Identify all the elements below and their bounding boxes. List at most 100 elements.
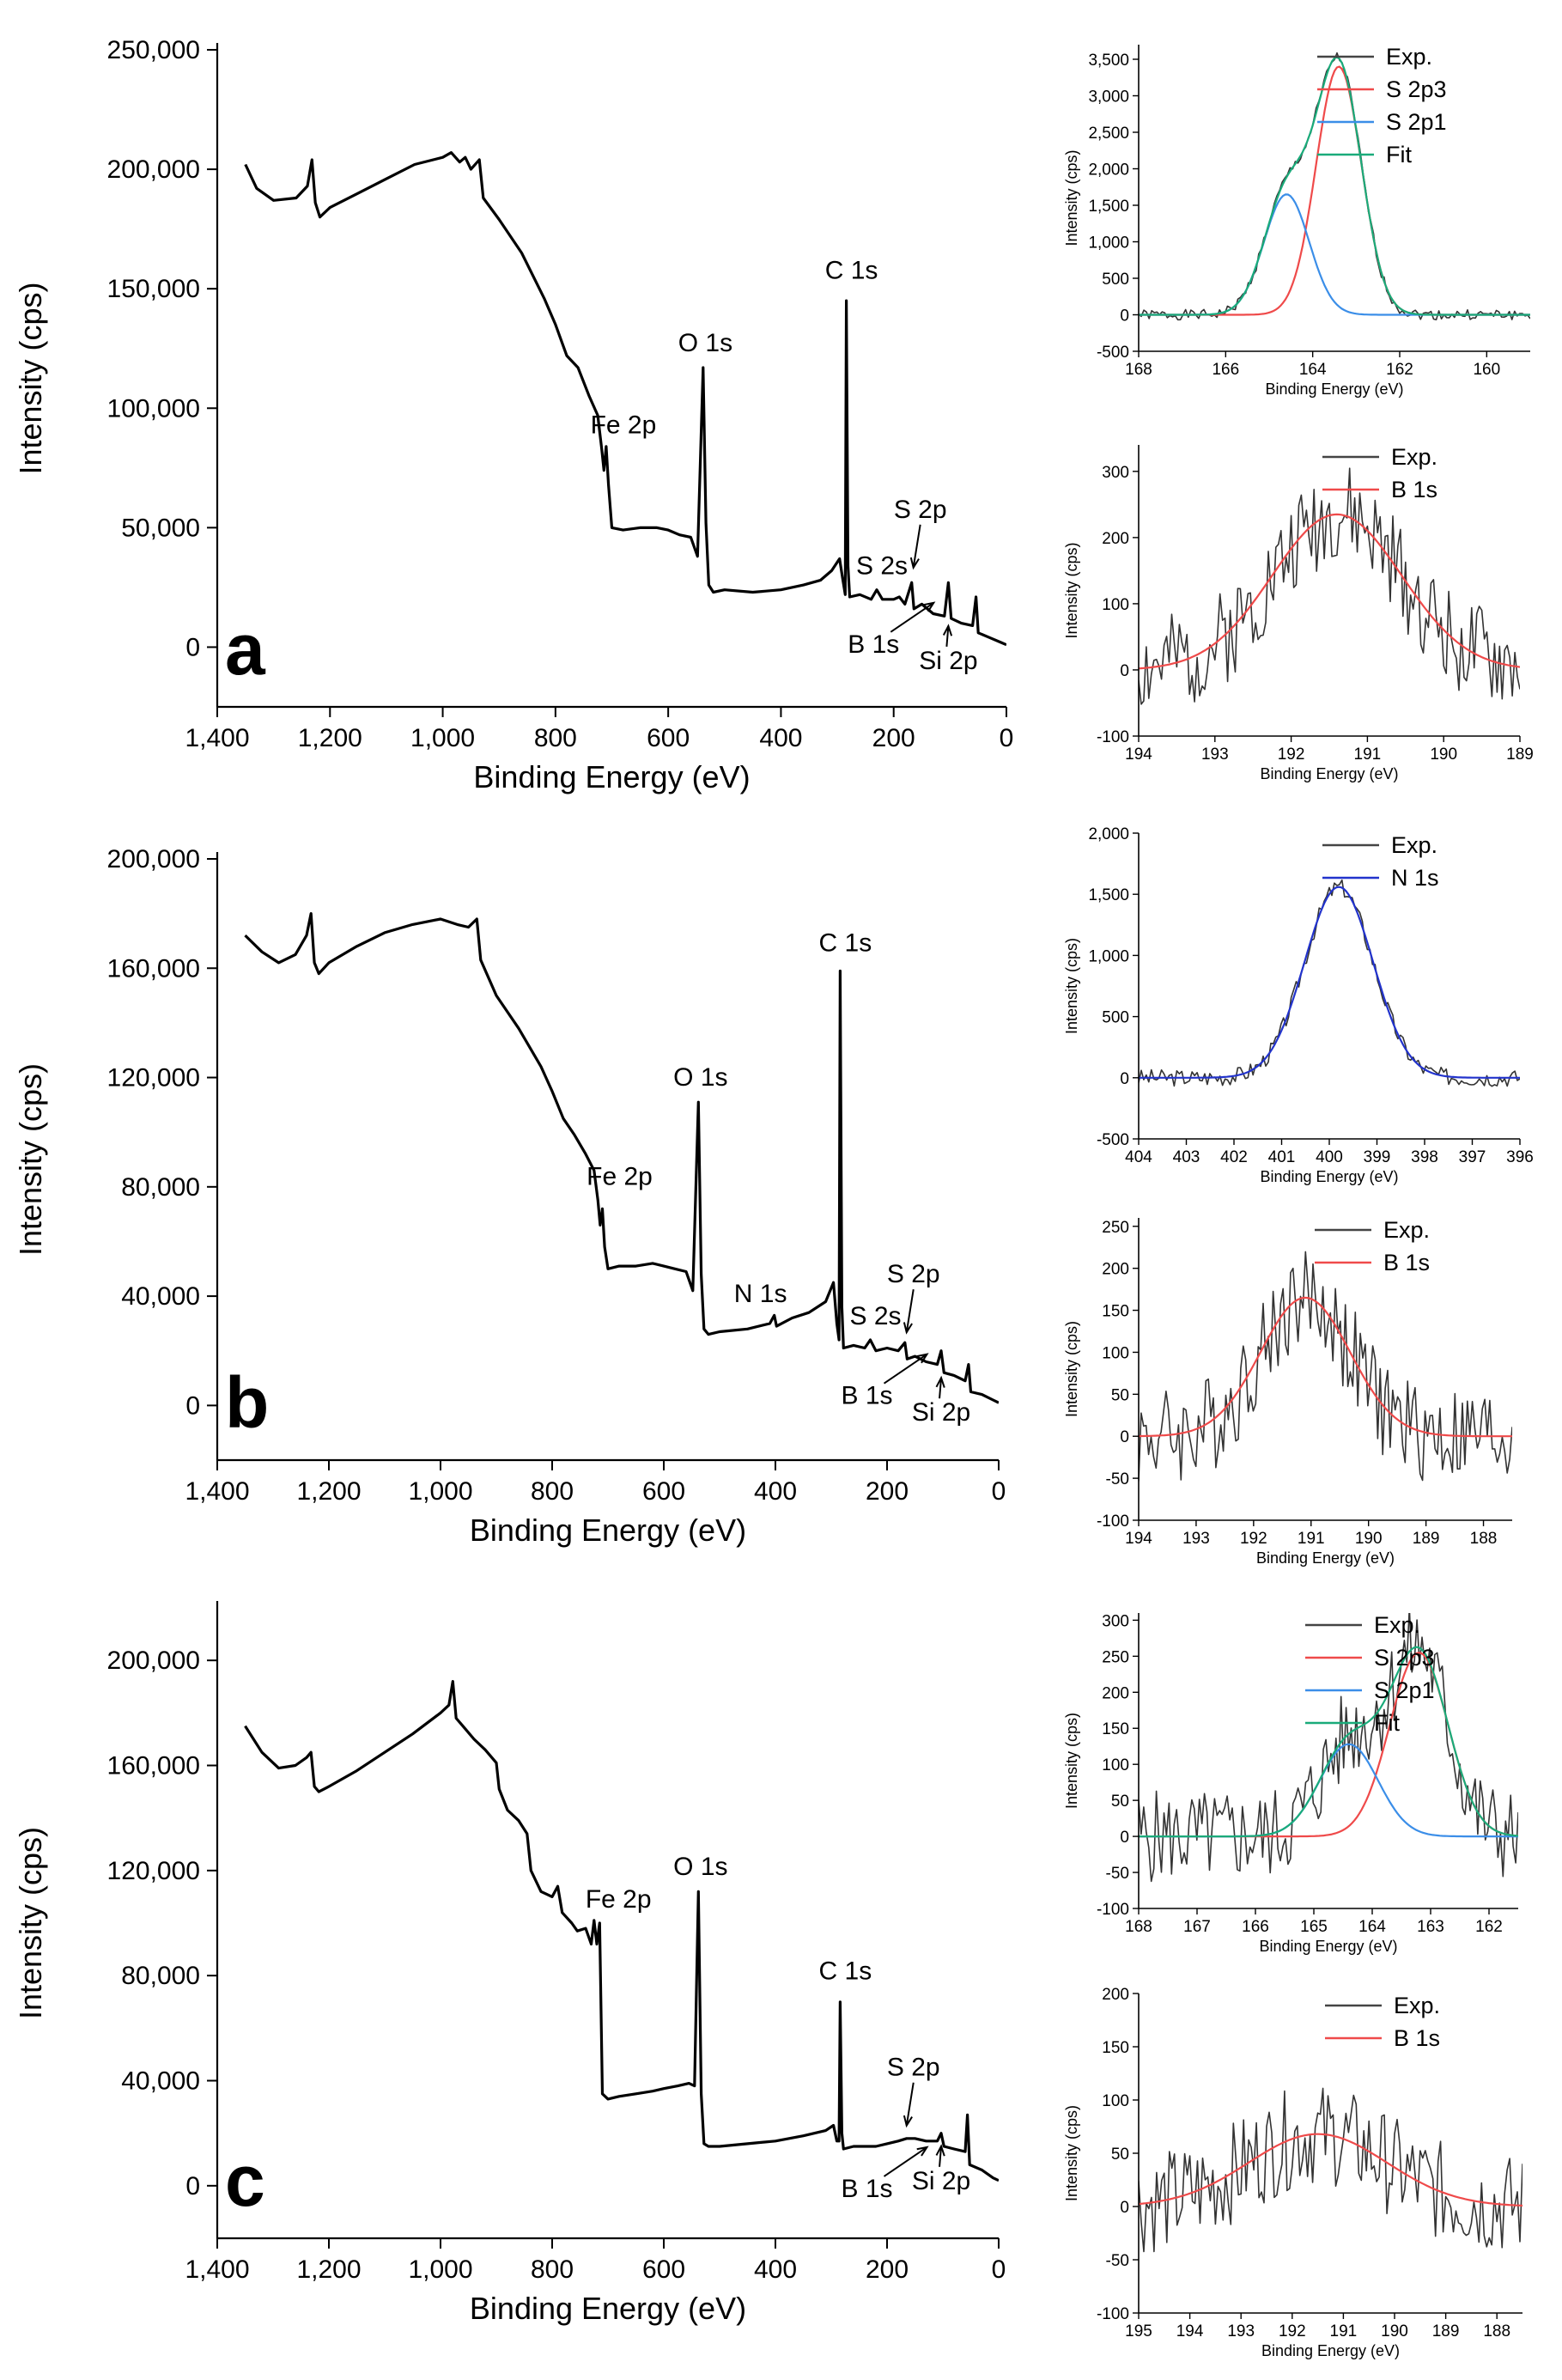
peak-arrowhead	[935, 1375, 945, 1388]
y-tick-label: 250,000	[107, 36, 200, 64]
x-tick-label: 195	[1125, 2322, 1152, 2340]
legend-entry-exp-: Exp.	[1374, 1612, 1420, 1638]
series-exp-	[1139, 879, 1520, 1087]
x-tick-label: 400	[759, 724, 802, 752]
y-axis-label: Intensity (cps)	[1063, 542, 1080, 638]
series-survey	[244, 912, 999, 1404]
x-tick-label: 165	[1300, 1918, 1328, 1936]
x-axis-label: Binding Energy (eV)	[1259, 1938, 1397, 1955]
peak-label-s-2p: S 2p	[887, 2054, 940, 2082]
x-tick-label: 399	[1364, 1148, 1391, 1166]
series-b-1s	[1139, 2133, 1522, 2207]
y-tick-label: 150,000	[107, 275, 200, 303]
x-axis-label: Binding Energy (eV)	[1256, 1549, 1395, 1567]
series-fit	[1139, 56, 1530, 316]
x-tick-label: 191	[1354, 746, 1382, 764]
x-axis-label: Binding Energy (eV)	[1260, 765, 1398, 782]
series-s-2p3	[1139, 65, 1530, 316]
series-exp-	[1139, 1613, 1518, 1883]
y-tick-label: 2,000	[1088, 161, 1129, 180]
x-tick-label: 0	[1000, 724, 1014, 752]
legend-entry-s-2p1: S 2p1	[1374, 1677, 1435, 1703]
series-exp-	[1139, 52, 1530, 321]
peak-label-o-1s: O 1s	[678, 329, 732, 357]
y-axis-label: Intensity (cps)	[1063, 149, 1080, 246]
y-tick-label: 200,000	[107, 1647, 200, 1675]
series-fit	[1139, 1646, 1518, 1838]
peak-label-b-1s: B 1s	[841, 1382, 892, 1410]
x-tick-label: 800	[534, 724, 577, 752]
x-tick-label: 396	[1506, 1148, 1534, 1166]
chart-a2: 194 193 192 191 190 189 -100 0 100 200 300 Binding …	[1063, 444, 1534, 782]
y-tick-label: 100	[1102, 1756, 1129, 1774]
chart-b2: 194 193 192 191 190 189 188 -100 -50 0 50 100 150 200…	[1063, 1217, 1512, 1567]
y-axis-label: Intensity (cps)	[13, 1063, 48, 1256]
x-tick-label: 167	[1183, 1918, 1211, 1936]
legend-entry-exp-: Exp.	[1386, 44, 1432, 70]
chart-c: 1,400 1,200 1,000 800 600 400 200 0 0 40,000 80,00…	[13, 1601, 1006, 2326]
y-axis-label: Intensity (cps)	[13, 282, 48, 474]
x-tick-label: 1,400	[185, 1477, 249, 1506]
peak-label-b-1s: B 1s	[848, 630, 899, 659]
x-tick-label: 800	[531, 1477, 574, 1506]
x-tick-label: 190	[1355, 1530, 1383, 1548]
x-tick-label: 190	[1430, 746, 1457, 764]
y-tick-label: 150	[1102, 2039, 1129, 2057]
x-tick-label: 1,200	[298, 724, 362, 752]
y-tick-label: 1,500	[1088, 198, 1129, 216]
peak-arrowhead	[903, 1322, 913, 1335]
y-tick-label: 160,000	[107, 1752, 200, 1780]
series-survey	[244, 151, 1006, 647]
y-tick-label: 80,000	[121, 1962, 200, 1990]
x-tick-label: 193	[1201, 746, 1229, 764]
legend-entry-exp-: Exp.	[1383, 1217, 1430, 1243]
y-tick-label: 0	[1120, 2199, 1129, 2217]
x-tick-label: 402	[1220, 1148, 1248, 1166]
peak-arrowhead	[916, 1353, 929, 1364]
peak-label-o-1s: O 1s	[673, 1853, 727, 1881]
y-tick-label: 200	[1102, 1261, 1129, 1279]
x-tick-label: 160	[1473, 361, 1500, 379]
panel-label-c: c	[225, 2140, 265, 2221]
x-tick-label: 800	[531, 2255, 574, 2284]
x-tick-label: 188	[1470, 1530, 1498, 1548]
y-tick-label: 0	[1120, 1829, 1129, 1847]
peak-label-b-1s: B 1s	[841, 2175, 892, 2203]
y-tick-label: 500	[1102, 1009, 1129, 1027]
x-tick-label: 0	[992, 2255, 1006, 2284]
peak-arrow	[883, 2146, 928, 2177]
peak-arrow	[939, 2146, 943, 2167]
peak-arrow	[912, 524, 921, 568]
legend-entry-fit: Fit	[1374, 1710, 1400, 1736]
x-tick-label: 200	[872, 724, 915, 752]
x-tick-label: 191	[1298, 1530, 1325, 1548]
y-tick-label: 50	[1111, 1793, 1129, 1811]
x-tick-label: 193	[1227, 2322, 1255, 2340]
peak-arrowhead	[903, 2115, 913, 2128]
x-tick-label: 0	[992, 1477, 1006, 1506]
legend-entry-b-1s: B 1s	[1394, 2025, 1440, 2051]
legend-entry-b-1s: B 1s	[1391, 477, 1437, 502]
y-tick-label: 100	[1102, 1344, 1129, 1362]
x-tick-label: 166	[1212, 361, 1239, 379]
y-tick-label: 0	[1120, 1428, 1129, 1446]
series-b-1s	[1139, 513, 1520, 670]
peak-label-n-1s: N 1s	[734, 1280, 787, 1308]
x-axis-label: Binding Energy (eV)	[1261, 2342, 1400, 2359]
y-tick-label: 80,000	[121, 1173, 200, 1202]
y-tick-label: 50	[1111, 2146, 1129, 2164]
y-tick-label: 3,500	[1088, 52, 1129, 70]
panel-label-a: a	[225, 609, 266, 690]
y-tick-label: 1,000	[1088, 234, 1129, 253]
x-tick-label: 600	[642, 1477, 685, 1506]
y-tick-label: 120,000	[107, 1064, 200, 1093]
peak-label-si-2p: Si 2p	[919, 647, 977, 675]
peak-arrow	[905, 2082, 915, 2126]
y-tick-label: 0	[1120, 662, 1129, 680]
x-tick-label: 189	[1432, 2322, 1460, 2340]
x-tick-label: 400	[754, 1477, 797, 1506]
chart-c1: 168 167 166 165 164 163 162 -100 -50 0 50 100 150 200…	[1063, 1612, 1518, 1955]
x-tick-label: 404	[1125, 1148, 1152, 1166]
y-tick-label: 0	[185, 1391, 200, 1420]
x-tick-label: 163	[1417, 1918, 1444, 1936]
